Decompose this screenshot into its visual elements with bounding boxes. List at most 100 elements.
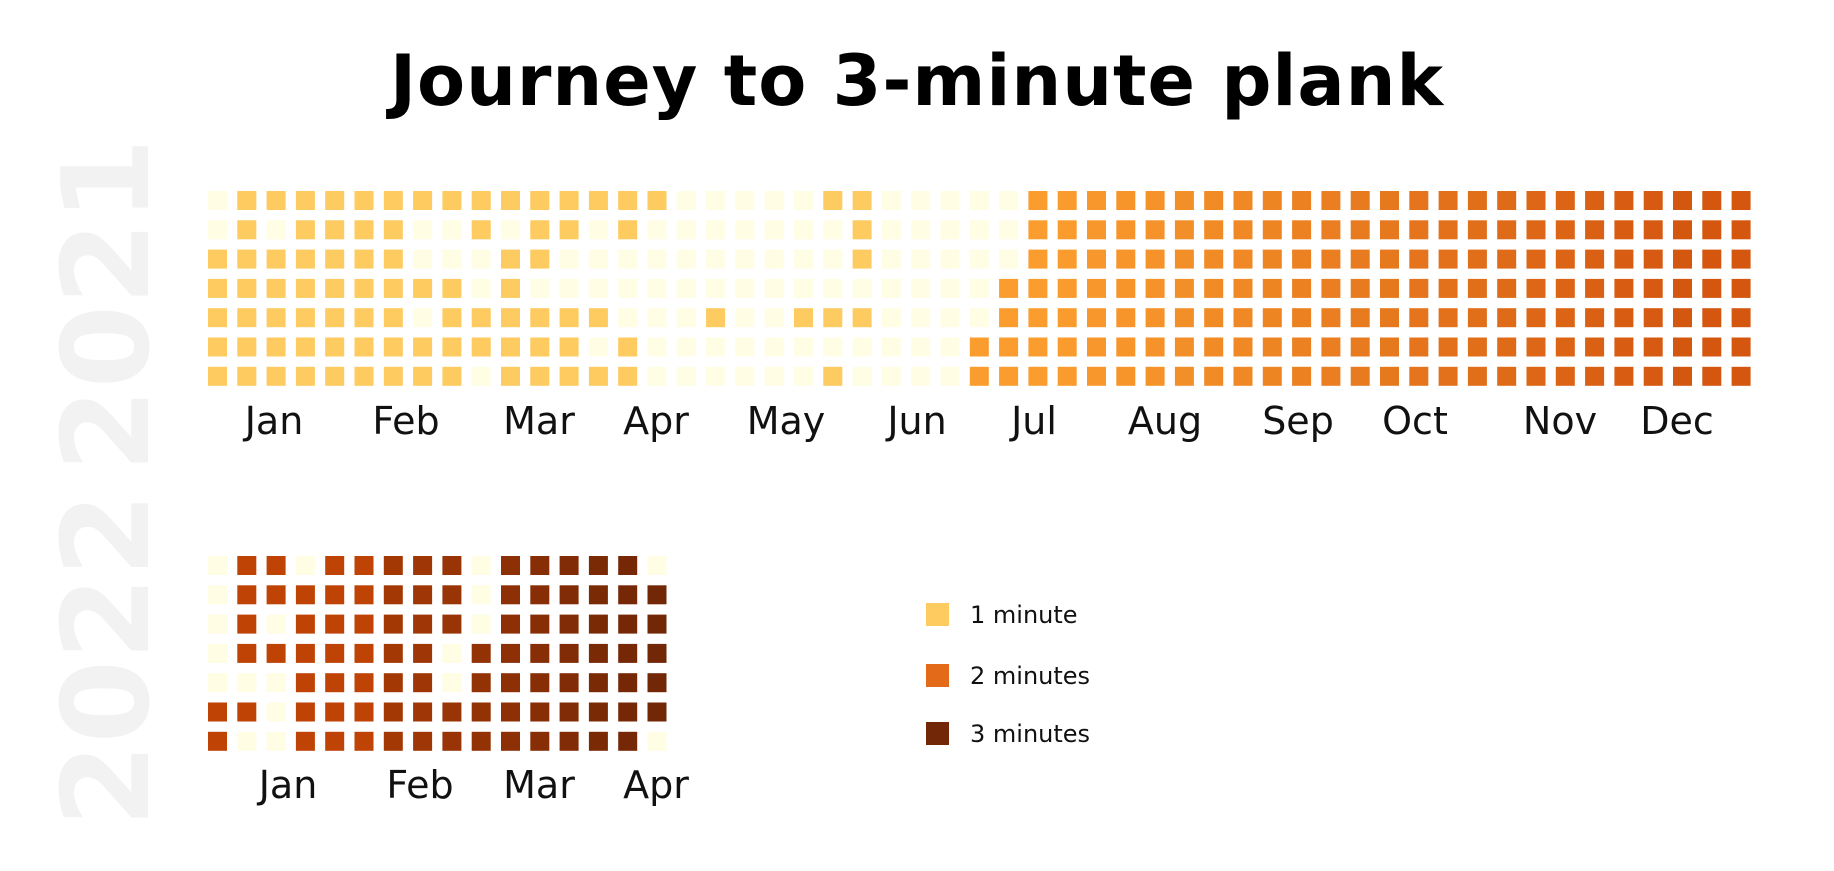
- day-cell: [530, 702, 550, 722]
- day-cell: [794, 337, 813, 357]
- day-cell: [1614, 249, 1634, 269]
- day-cell: [413, 220, 433, 240]
- day-cell: [413, 702, 433, 722]
- day-cell: [208, 556, 227, 575]
- day-cell: [618, 585, 638, 605]
- day-cell: [969, 337, 989, 357]
- day-cell: [618, 702, 638, 722]
- day-cell: [1555, 278, 1575, 298]
- day-cell: [647, 643, 667, 663]
- day-cell: [1233, 191, 1253, 210]
- day-cell: [647, 191, 667, 210]
- day-cell: [1380, 191, 1399, 210]
- day-cell: [1380, 337, 1399, 357]
- day-cell: [501, 366, 520, 386]
- day-cell: [413, 366, 433, 386]
- day-cell: [588, 220, 608, 240]
- day-cell: [1409, 337, 1429, 357]
- day-cell: [295, 643, 315, 663]
- day-cell: [764, 191, 784, 210]
- day-cell: [618, 673, 638, 693]
- day-cell: [442, 673, 462, 693]
- day-cell: [1057, 191, 1077, 210]
- day-cell: [1731, 366, 1751, 386]
- day-cell: [1350, 337, 1370, 357]
- day-cell: [1087, 278, 1106, 298]
- day-cell: [1497, 278, 1517, 298]
- day-cell: [1555, 249, 1575, 269]
- day-cell: [764, 337, 784, 357]
- legend-swatch: [926, 664, 949, 687]
- day-cell: [530, 249, 550, 269]
- day-cell: [442, 556, 462, 575]
- day-cell: [1233, 220, 1253, 240]
- day-cell: [1350, 278, 1370, 298]
- day-cell: [1262, 249, 1282, 269]
- day-cell: [1087, 220, 1106, 240]
- day-cell: [383, 220, 403, 240]
- day-cell: [530, 366, 550, 386]
- day-cell: [442, 702, 462, 722]
- day-cell: [1204, 249, 1224, 269]
- day-cell: [471, 220, 491, 240]
- day-cell: [354, 643, 374, 663]
- day-cell: [1087, 337, 1106, 357]
- day-cell: [530, 731, 550, 751]
- month-label-jan: Jan: [257, 763, 318, 807]
- day-cell: [1116, 249, 1136, 269]
- day-cell: [354, 731, 374, 751]
- day-cell: [559, 337, 579, 357]
- day-cell: [1555, 308, 1575, 328]
- legend-label: 2 minutes: [970, 662, 1090, 690]
- day-cell: [208, 643, 227, 663]
- month-label-feb: Feb: [372, 399, 439, 443]
- day-cell: [618, 731, 638, 751]
- day-cell: [1087, 366, 1106, 386]
- day-cell: [1321, 337, 1341, 357]
- day-cell: [1731, 278, 1751, 298]
- day-cell: [1467, 337, 1487, 357]
- day-cell: [1438, 191, 1458, 210]
- day-cell: [1292, 278, 1312, 298]
- day-cell: [1555, 191, 1575, 210]
- day-cell: [794, 278, 813, 298]
- day-cell: [208, 614, 227, 634]
- day-cell: [647, 308, 667, 328]
- day-cell: [588, 731, 608, 751]
- day-cell: [940, 337, 960, 357]
- day-cell: [794, 249, 813, 269]
- day-cell: [1497, 249, 1517, 269]
- day-cell: [1643, 278, 1663, 298]
- day-cell: [354, 556, 374, 575]
- day-cell: [1116, 366, 1136, 386]
- day-cell: [618, 366, 638, 386]
- day-cell: [266, 220, 286, 240]
- day-cell: [237, 585, 257, 605]
- day-cell: [1438, 249, 1458, 269]
- day-cell: [1292, 308, 1312, 328]
- day-cell: [530, 643, 550, 663]
- day-cell: [1380, 366, 1399, 386]
- day-cell: [471, 731, 491, 751]
- day-cell: [208, 585, 227, 605]
- day-cell: [413, 731, 433, 751]
- day-cell: [823, 366, 843, 386]
- day-cell: [442, 366, 462, 386]
- day-cell: [1467, 249, 1487, 269]
- day-cell: [1292, 191, 1312, 210]
- day-cell: [354, 673, 374, 693]
- day-cell: [237, 643, 257, 663]
- day-cell: [383, 337, 403, 357]
- day-cell: [588, 643, 608, 663]
- day-cell: [1614, 278, 1634, 298]
- day-cell: [1555, 366, 1575, 386]
- day-cell: [1350, 249, 1370, 269]
- day-cell: [1174, 249, 1194, 269]
- day-cell: [794, 308, 813, 328]
- day-cell: [618, 249, 638, 269]
- day-cell: [852, 366, 872, 386]
- day-cell: [706, 337, 726, 357]
- day-cell: [354, 308, 374, 328]
- day-cell: [237, 249, 257, 269]
- day-cell: [1731, 191, 1751, 210]
